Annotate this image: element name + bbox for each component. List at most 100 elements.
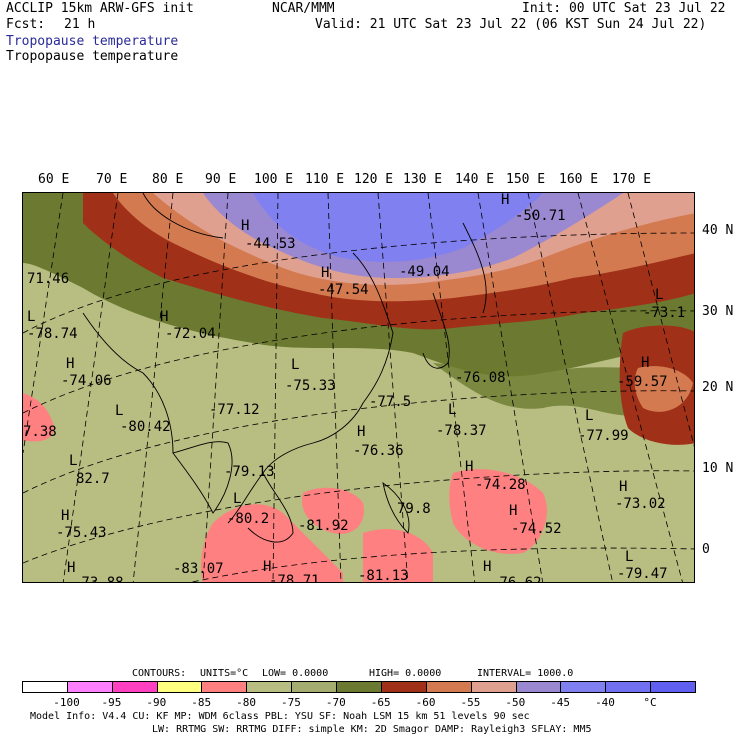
map-label-value: -74.28 [475,477,526,493]
map-label-value: -77.12 [209,402,260,418]
map-label-value: -50.71 [515,208,566,224]
map-label-letter: H [619,479,627,495]
physics-info-line: LW: RRTMG SW: RRTMG DIFF: simple KM: 2D … [152,724,592,735]
map-label-letter: H [483,559,491,575]
lat-label: 20 N [702,380,734,395]
init-time: Init: 00 UTC Sat 23 Jul 22 [522,1,726,16]
map-label-value: 71.46 [27,271,69,287]
colorbar-swatch [291,681,338,693]
map-label-letter: H [501,193,509,208]
colorbar-tick-label: -45 [550,696,571,709]
map-label-value: -81.13 [358,568,409,583]
map-label-value: -78.37 [436,423,487,439]
map-label-value: -44.53 [245,236,296,252]
colorbar-swatch [560,681,607,693]
contours-high: HIGH= 0.0000 [369,668,442,679]
map-label-letter: H [241,218,249,234]
lon-label: 150 E [506,172,546,187]
map-label-letter: H [66,356,74,372]
colorbar-tick-label: -100 [53,696,80,709]
colorbar-swatch [246,681,293,693]
valid-time: Valid: 21 UTC Sat 23 Jul 22 (06 KST Sun … [315,17,707,32]
map-label-letter: L [69,453,77,469]
map-label-letter: L [233,491,241,507]
map-label-letter: H [509,503,517,519]
map-label-value: -80.42 [120,419,171,435]
map-label-value: -77.99 [578,428,629,444]
map-label-value: -78.74 [27,326,78,342]
map-label-letter: L [448,402,456,418]
model-title: ACCLIP 15km ARW-GFS init [6,1,194,16]
map-label-value: -79.13 [224,464,275,480]
forecast-label: Fcst: [6,17,46,32]
map-label-value: -78.71 [269,573,320,583]
cold-patch-south [201,504,343,582]
map-label-value: -73.88 [73,575,124,583]
field-title-1: Tropopause temperature [6,34,179,49]
colorbar-tick-label: -50 [505,696,526,709]
lat-label: 10 N [702,461,734,476]
colorbar-tick-label: -70 [325,696,346,709]
colorbar-tick-label: -55 [460,696,481,709]
map-label-value: -77.5 [369,394,411,410]
map-label-value: -76.62 [491,575,542,583]
colorbar-tick-label: -40 [595,696,615,709]
colorbar-swatch [380,681,427,693]
contours-units: UNITS=°C [200,668,249,679]
map-label-value: -80.2 [227,511,269,527]
cold-patch-pacific [449,469,547,554]
map-label-value: -49.04 [399,264,450,280]
colorbar-swatch [66,681,113,693]
colorbar-tick-label: -80 [236,696,256,709]
field-title-2: Tropopause temperature [6,49,179,64]
org-label: NCAR/MMM [272,1,335,16]
lat-label: 30 N [702,304,734,319]
map-label-value: -76.36 [353,443,404,459]
map-label-value: -81.92 [298,518,349,534]
map-label-value: -73.1 [643,305,685,321]
east-orange-patch [634,366,693,412]
map-label-value: -72.04 [165,326,216,342]
map-label-letter: L [115,403,123,419]
colorbar-tick-label: °C [643,696,657,709]
colorbar-tick-label: -90 [146,696,167,709]
map-label-value: 7.38 [23,424,57,440]
map-label-value: -79.47 [617,566,668,582]
map-label-letter: L [585,408,593,424]
lon-label: 80 E [152,172,184,187]
map-label-value: 82.7 [76,471,110,487]
model-info-line: Model Info: V4.4 CU: KF MP: WDM 6class P… [30,711,530,722]
map-label-value: -75.43 [56,525,107,541]
colorbar-swatch [201,681,248,693]
lon-label: 140 E [455,172,495,187]
map-label-letter: L [625,549,633,565]
map-label-letter: L [27,309,35,325]
cold-patch-southeast [363,529,433,582]
contours-label: CONTOURS: [132,668,187,679]
lon-label: 100 E [254,172,294,187]
lon-label: 70 E [96,172,128,187]
colorbar-swatch [515,681,562,693]
colorbar-tick-label: -85 [191,696,212,709]
contours-low: LOW= 0.0000 [262,668,329,679]
map-label-value: -73.02 [615,496,666,512]
lon-label: 90 E [205,172,237,187]
colorbar-swatch [156,681,203,693]
map-label-letter: H [61,508,69,524]
map-label-letter: H [321,265,329,281]
lon-label: 130 E [403,172,443,187]
extrema-labels: H -44.53 H -47.54 -49.04 H -50.71 71.46 … [23,193,685,583]
lat-label: 0 [702,542,710,557]
map-label-letter: L [655,287,663,303]
periwinkle-region [253,193,543,262]
contours-interval: INTERVAL= 1000.0 [477,668,574,679]
forecast-hours: 21 h [64,17,96,32]
lon-label: 120 E [354,172,394,187]
map-label-value: -76.08 [455,370,506,386]
lon-label: 160 E [559,172,599,187]
colorbar-swatch [650,681,696,693]
map-label-letter: L [291,357,299,373]
map-label-value: 79.8 [397,501,431,517]
coastlines [82,193,487,543]
map-label-letter: H [67,560,75,576]
